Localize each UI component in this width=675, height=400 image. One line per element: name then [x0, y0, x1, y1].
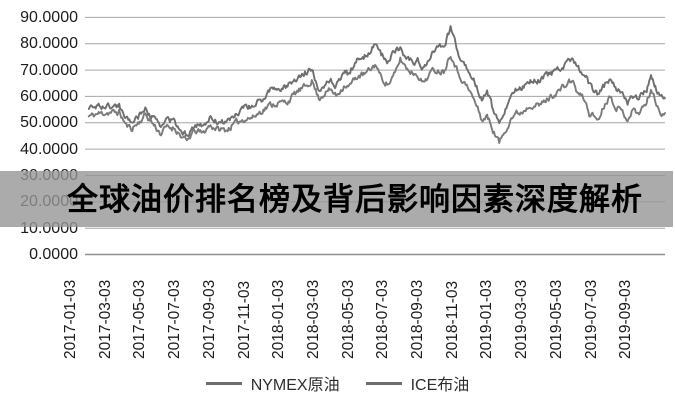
x-tick-label: 2017-01-03: [62, 279, 79, 359]
x-tick-label: 2018-11-03: [443, 280, 461, 359]
x-tick-label: 2019-05-03: [547, 279, 565, 359]
nymex-legend-label: NYMEX原油: [250, 377, 340, 394]
ice-brent-series-line: [87, 25, 666, 138]
y-tick-label: 80.0000: [20, 35, 78, 53]
legend-item-nymex: NYMEX原油: [205, 371, 340, 395]
chart-legend: NYMEX原油 ICE布油: [0, 371, 675, 395]
x-tick-label: 2017-05-03: [131, 279, 149, 359]
x-tick-label: 2019-03-03: [513, 279, 531, 359]
x-tick-label: 2018-07-03: [374, 279, 392, 359]
y-tick-label: 70.0000: [20, 61, 78, 79]
y-tick-label: 60.0000: [20, 87, 78, 105]
nymex-line-swatch: [205, 381, 242, 385]
x-tick-label: 2018-03-03: [304, 279, 322, 359]
x-tick-label: 2018-05-03: [339, 279, 357, 359]
x-tick-label: 2017-07-03: [166, 279, 184, 359]
x-tick-label: 2017-03-03: [96, 279, 114, 359]
x-tick-label: 2019-01-03: [478, 279, 496, 359]
x-tick-label: 2018-09-03: [409, 279, 426, 359]
legend-item-ice: ICE布油: [365, 371, 470, 395]
x-tick-label: 2017-09-03: [200, 279, 218, 359]
y-tick-label: 90.0000: [20, 8, 78, 26]
y-tick-label: 0.0000: [29, 246, 78, 263]
headline-banner: 全球油价排名榜及背后影响因素深度解析: [0, 171, 673, 227]
y-tick-label: 50.0000: [20, 114, 78, 132]
x-tick-label: 2018-01-03: [270, 279, 288, 359]
ice-line-swatch: [365, 381, 402, 385]
headline-text: 全球油价排名榜及背后影响因素深度解析: [67, 182, 643, 217]
x-tick-label: 2019-07-03: [582, 279, 600, 359]
x-tick-label: 2017-11-03: [235, 280, 253, 359]
x-tick-label: 2019-09-03: [617, 279, 635, 359]
nymex-crude-series-line: [87, 55, 667, 144]
y-tick-label: 40.0000: [20, 140, 78, 158]
ice-legend-label: ICE布油: [410, 377, 470, 394]
